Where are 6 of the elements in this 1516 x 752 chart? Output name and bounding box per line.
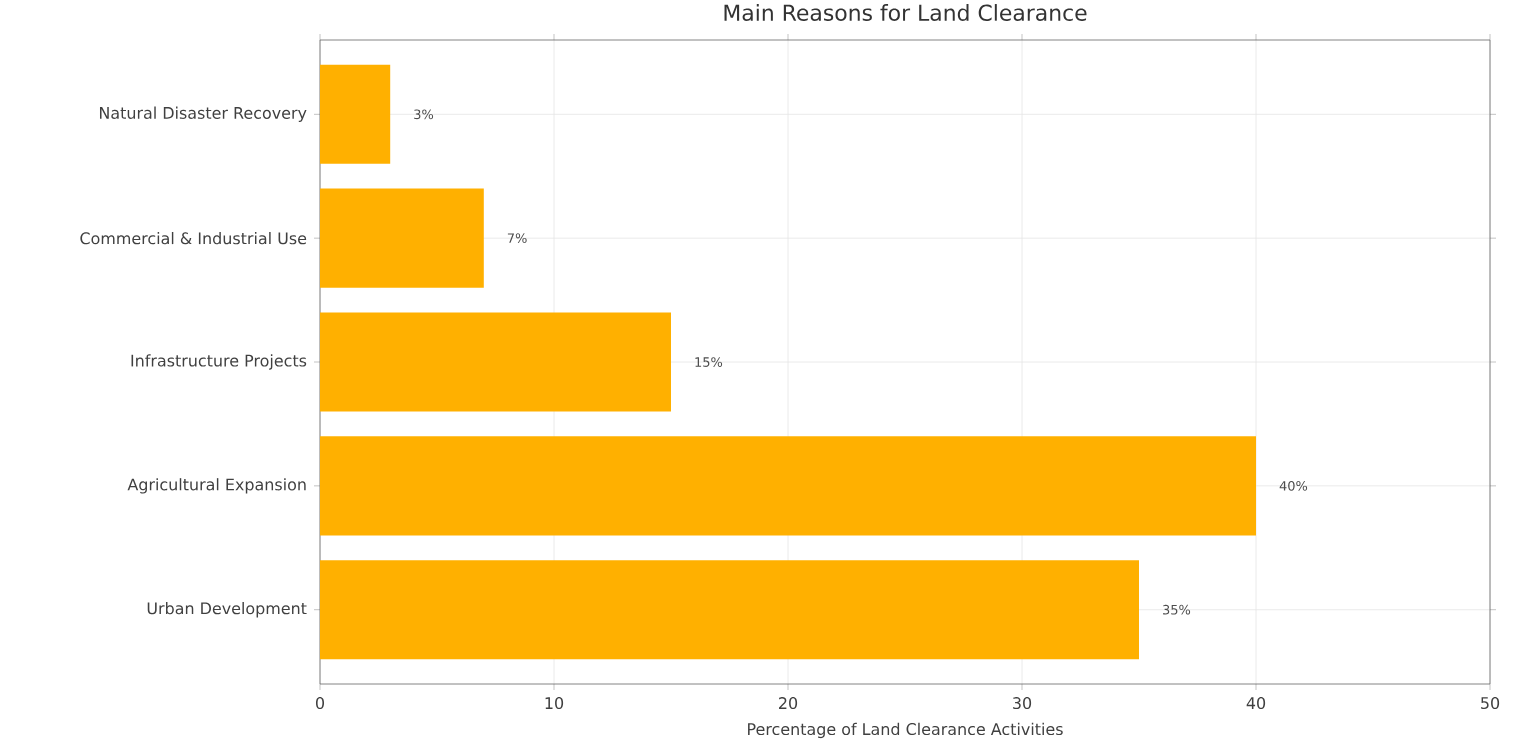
bar — [320, 64, 391, 164]
bar — [320, 312, 671, 412]
bar — [320, 188, 484, 288]
bar — [320, 560, 1139, 660]
bar — [320, 436, 1256, 536]
chart-title: Main Reasons for Land Clearance — [724, 4, 1087, 22]
